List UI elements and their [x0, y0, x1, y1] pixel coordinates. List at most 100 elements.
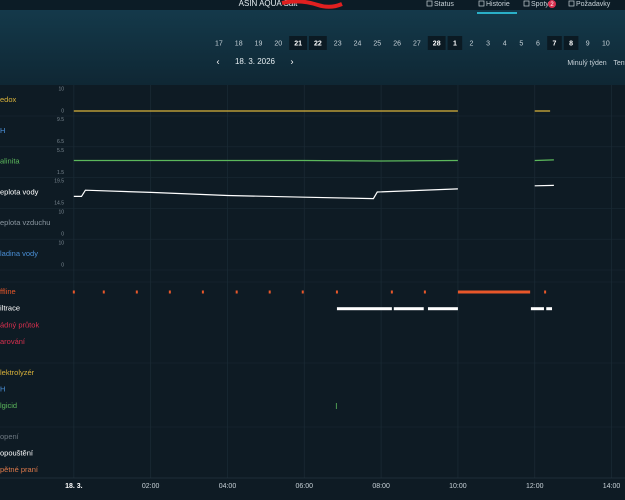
next-arrow[interactable]: ›: [291, 56, 294, 66]
x-tick-label: 06:00: [296, 483, 314, 490]
y-tick-label: 10: [58, 210, 64, 216]
day-box: [309, 36, 327, 50]
y-tick-label: 14.5: [54, 201, 64, 207]
lane-label: eplota vzduchu: [0, 218, 50, 227]
day[interactable]: 9: [586, 40, 590, 47]
event-segment: [423, 290, 426, 294]
event-segment: [235, 290, 238, 294]
event-segment: [168, 290, 171, 294]
day[interactable]: 10: [602, 40, 610, 47]
event-segment: [546, 307, 553, 311]
day[interactable]: 6: [536, 40, 540, 47]
nav-active: [477, 12, 517, 14]
x-tick-label: 12:00: [526, 483, 544, 490]
event-segment: [335, 403, 337, 409]
day[interactable]: 1: [453, 40, 457, 47]
event-segment: [268, 290, 271, 294]
nav-icon: [523, 0, 530, 7]
day[interactable]: 21: [294, 40, 302, 47]
day[interactable]: 20: [274, 40, 282, 47]
range-button[interactable]: Minulý týden: [567, 60, 606, 67]
y-tick-label: 10: [58, 240, 64, 246]
badge: [548, 0, 556, 8]
event-label: lgicid: [0, 401, 17, 410]
y-tick-label: 9.5: [57, 117, 64, 123]
y-tick-label: 5.5: [57, 148, 64, 154]
series-line: [73, 184, 554, 200]
day[interactable]: 27: [413, 40, 421, 47]
day[interactable]: 28: [433, 40, 441, 47]
nav-item[interactable]: Spoty: [531, 1, 549, 8]
range-button[interactable]: Tent: [613, 60, 625, 67]
day[interactable]: 25: [373, 40, 381, 47]
day[interactable]: 22: [314, 40, 322, 47]
chart-area: [0, 85, 625, 500]
day[interactable]: 3: [486, 40, 490, 47]
nav-item[interactable]: Požadavky: [576, 1, 611, 8]
event-label: ffline: [0, 287, 16, 296]
x-tick-label: 14:00: [603, 483, 621, 490]
event-segment: [457, 290, 531, 294]
event-label: H: [0, 384, 5, 393]
event-label: opení: [0, 432, 20, 441]
y-tick-label: 10: [58, 86, 64, 92]
day-box: [447, 36, 463, 50]
date-strip: 17 18 19 20 21 22 23 24 25 26 27 28 1 2 3 4 5 6 7 8 9 10: [215, 36, 610, 50]
day-box: [427, 36, 446, 50]
x-tick-label: 04:00: [219, 483, 237, 490]
timeline: 18. 3. 02:00 04:00 06:00 08:00 10:00 12:00 14:0…: [0, 85, 625, 490]
current-date: 18. 3. 2026: [235, 57, 276, 66]
day[interactable]: 18: [235, 40, 243, 47]
day[interactable]: 19: [255, 40, 263, 47]
day[interactable]: 26: [393, 40, 401, 47]
event-segment: [335, 290, 338, 294]
nav: Status Historie Spoty 2 Požadavky: [426, 0, 611, 14]
nav-item[interactable]: Status: [434, 1, 454, 8]
event-segment: [530, 307, 544, 311]
nav-icon: [568, 0, 575, 7]
y-tick-label: 6.5: [57, 139, 64, 145]
event-segment: [135, 290, 138, 294]
nav-item[interactable]: Historie: [486, 1, 510, 8]
y-tick-label: 0: [61, 108, 64, 114]
event-segment: [301, 290, 304, 294]
lane-label: H: [0, 126, 5, 135]
lane-label: alinita: [0, 157, 20, 166]
lane-label: eplota vody: [0, 187, 39, 196]
event-segment: [336, 307, 392, 311]
event-segment: [72, 290, 75, 294]
event-label: pětné praní: [0, 465, 39, 474]
day[interactable]: 4: [503, 40, 507, 47]
lane-label: ladina vody: [0, 249, 38, 258]
event-segment: [102, 290, 105, 294]
prev-arrow[interactable]: ‹: [217, 56, 220, 66]
day[interactable]: 2: [470, 40, 474, 47]
day[interactable]: 23: [334, 40, 342, 47]
day-box: [563, 36, 579, 50]
x-tick-label: 18. 3.: [65, 483, 83, 490]
event-segment: [427, 307, 458, 311]
y-tick-label: 0: [61, 262, 64, 268]
day[interactable]: 7: [553, 40, 557, 47]
day[interactable]: 8: [569, 40, 573, 47]
x-tick-label: 02:00: [142, 483, 160, 490]
day-box: [547, 36, 562, 50]
event-label: arování: [0, 337, 26, 346]
event-label: iltrace: [0, 304, 20, 313]
event-segment: [390, 290, 393, 294]
day[interactable]: 5: [519, 40, 523, 47]
series-line: [73, 159, 554, 162]
event-label: ádný průtok: [0, 320, 39, 329]
redaction: [281, 0, 343, 9]
event-label: lektrolyzér: [0, 368, 35, 377]
x-tick-label: 10:00: [449, 483, 467, 490]
y-tick-label: 19.5: [54, 179, 64, 185]
nav-icon: [426, 0, 433, 7]
nav-icon: [478, 0, 485, 7]
y-tick-label: 0: [61, 232, 64, 238]
day[interactable]: 24: [354, 40, 362, 47]
x-tick-label: 08:00: [372, 483, 390, 490]
day[interactable]: 17: [215, 40, 223, 47]
event-segment: [393, 307, 424, 311]
